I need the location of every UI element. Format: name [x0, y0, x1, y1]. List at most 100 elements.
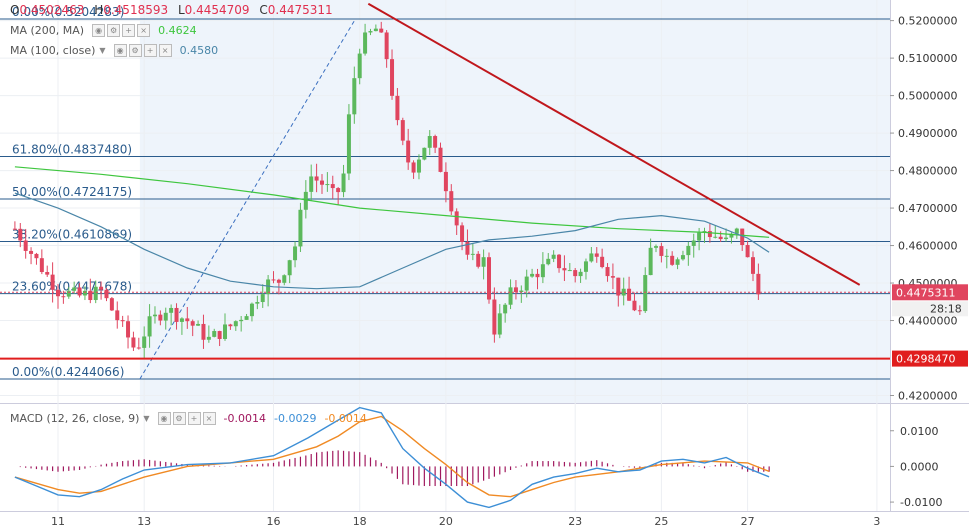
- candle-body: [557, 254, 562, 269]
- candle-body: [368, 31, 373, 33]
- candle-body: [303, 191, 308, 210]
- candle-body: [77, 287, 82, 296]
- candle-body: [433, 136, 438, 148]
- macd-hist-value: -0.0014: [223, 412, 266, 425]
- countdown-label: 28:18: [930, 302, 962, 315]
- candle-body: [497, 313, 502, 335]
- candle-body: [309, 176, 314, 192]
- candle-body: [282, 275, 287, 283]
- ma200-controls[interactable]: ◉ ⚙ + ×: [92, 24, 151, 37]
- candle-body: [519, 290, 524, 293]
- gear-icon[interactable]: ⚙: [107, 24, 121, 37]
- candle-body: [147, 316, 152, 337]
- candle-body: [675, 259, 680, 265]
- x-tick-label: 27: [741, 515, 755, 528]
- candle-body: [470, 253, 475, 255]
- macd-line: [14, 406, 770, 509]
- candle-body: [637, 310, 642, 312]
- eye-icon[interactable]: ◉: [157, 412, 171, 425]
- candle-body: [508, 287, 513, 305]
- candle-body: [346, 114, 351, 174]
- countdown-tag: [892, 301, 968, 317]
- eye-icon[interactable]: ◉: [92, 24, 106, 37]
- macd-signal-line: [14, 415, 770, 498]
- candle-body: [126, 321, 131, 338]
- macd-controls[interactable]: ◉ ⚙ + ×: [157, 412, 216, 425]
- macd-tick-label: -0.0100: [900, 496, 942, 509]
- candle-body: [72, 287, 77, 291]
- open-value: 0.4502463: [19, 3, 85, 17]
- candle-body: [249, 303, 254, 317]
- ma200-legend[interactable]: MA (200, MA) ◉ ⚙ + × 0.4624: [10, 24, 197, 37]
- candle-body: [664, 255, 669, 257]
- gear-icon[interactable]: ⚙: [128, 44, 142, 57]
- candle-body: [643, 275, 648, 312]
- close-icon[interactable]: ×: [137, 24, 151, 37]
- low-label: L: [177, 3, 185, 17]
- candle-body: [443, 171, 448, 192]
- candle-body: [573, 270, 578, 277]
- candle-body: [23, 240, 28, 251]
- candle-body: [713, 236, 718, 238]
- x-tick-label: 3: [873, 515, 880, 528]
- x-tick-label: 16: [267, 515, 281, 528]
- descending-trendline: [367, 2, 861, 286]
- caret-down-icon[interactable]: ▼: [143, 414, 150, 423]
- close-icon[interactable]: ×: [158, 44, 172, 57]
- low-value: 0.4454709: [184, 3, 250, 17]
- candle-body: [546, 258, 551, 265]
- plus-icon[interactable]: +: [187, 412, 201, 425]
- ma100-controls[interactable]: ◉ ⚙ + ×: [113, 44, 172, 57]
- candle-body: [142, 336, 147, 348]
- high-value: 0.4518593: [103, 3, 169, 17]
- candle-body: [718, 236, 723, 240]
- candle-body: [379, 28, 384, 33]
- plus-icon[interactable]: +: [122, 24, 136, 37]
- y-tick-label: 0.4400000: [898, 315, 958, 328]
- candle-body: [454, 211, 459, 226]
- candle-body: [163, 312, 168, 321]
- close-value: 0.4475311: [267, 3, 333, 17]
- y-tick-label: 0.5200000: [898, 15, 958, 28]
- candle-body: [314, 176, 319, 181]
- plus-icon[interactable]: +: [143, 44, 157, 57]
- candle-body: [476, 253, 481, 267]
- candle-body: [298, 209, 303, 247]
- fib-level-label: 38.20%(0.4610869): [12, 227, 132, 241]
- candle-body: [734, 228, 739, 234]
- ma200-line: [14, 166, 770, 238]
- candle-body: [724, 237, 729, 240]
- macd-line-value: -0.0029: [273, 412, 317, 425]
- candle-body: [551, 254, 556, 259]
- support-price-tag: [892, 350, 968, 367]
- candle-body: [39, 258, 44, 273]
- candle-body: [352, 78, 357, 115]
- x-tick-label: 23: [568, 515, 582, 528]
- gear-icon[interactable]: ⚙: [172, 412, 186, 425]
- candle-body: [228, 324, 233, 327]
- candle-body: [600, 256, 605, 268]
- candle-body: [88, 290, 93, 301]
- candle-body: [56, 289, 60, 297]
- macd-legend[interactable]: MACD (12, 26, close, 9) ▼ ◉ ⚙ + × -0.0014 -0…: [10, 412, 367, 425]
- candle-body: [104, 289, 109, 299]
- candle-body: [93, 286, 98, 301]
- candle-body: [233, 321, 238, 327]
- candle-body: [336, 188, 341, 193]
- eye-icon[interactable]: ◉: [113, 44, 127, 57]
- y-tick-label: 0.4700000: [898, 202, 958, 215]
- candle-body: [578, 271, 583, 277]
- ma100-legend[interactable]: MA (100, close) ▼ ◉ ⚙ + × 0.4580: [10, 44, 218, 57]
- candle-body: [217, 331, 222, 339]
- y-tick-label: 0.4600000: [898, 240, 958, 253]
- candle-body: [158, 314, 163, 321]
- candle-body: [621, 288, 626, 296]
- candle-body: [697, 232, 702, 241]
- candle-body: [325, 184, 330, 186]
- candle-body: [363, 32, 368, 54]
- fib-level-label: 61.80%(0.4837480): [12, 143, 132, 157]
- caret-down-icon[interactable]: ▼: [99, 46, 106, 55]
- close-icon[interactable]: ×: [202, 412, 216, 425]
- candle-body: [50, 274, 55, 290]
